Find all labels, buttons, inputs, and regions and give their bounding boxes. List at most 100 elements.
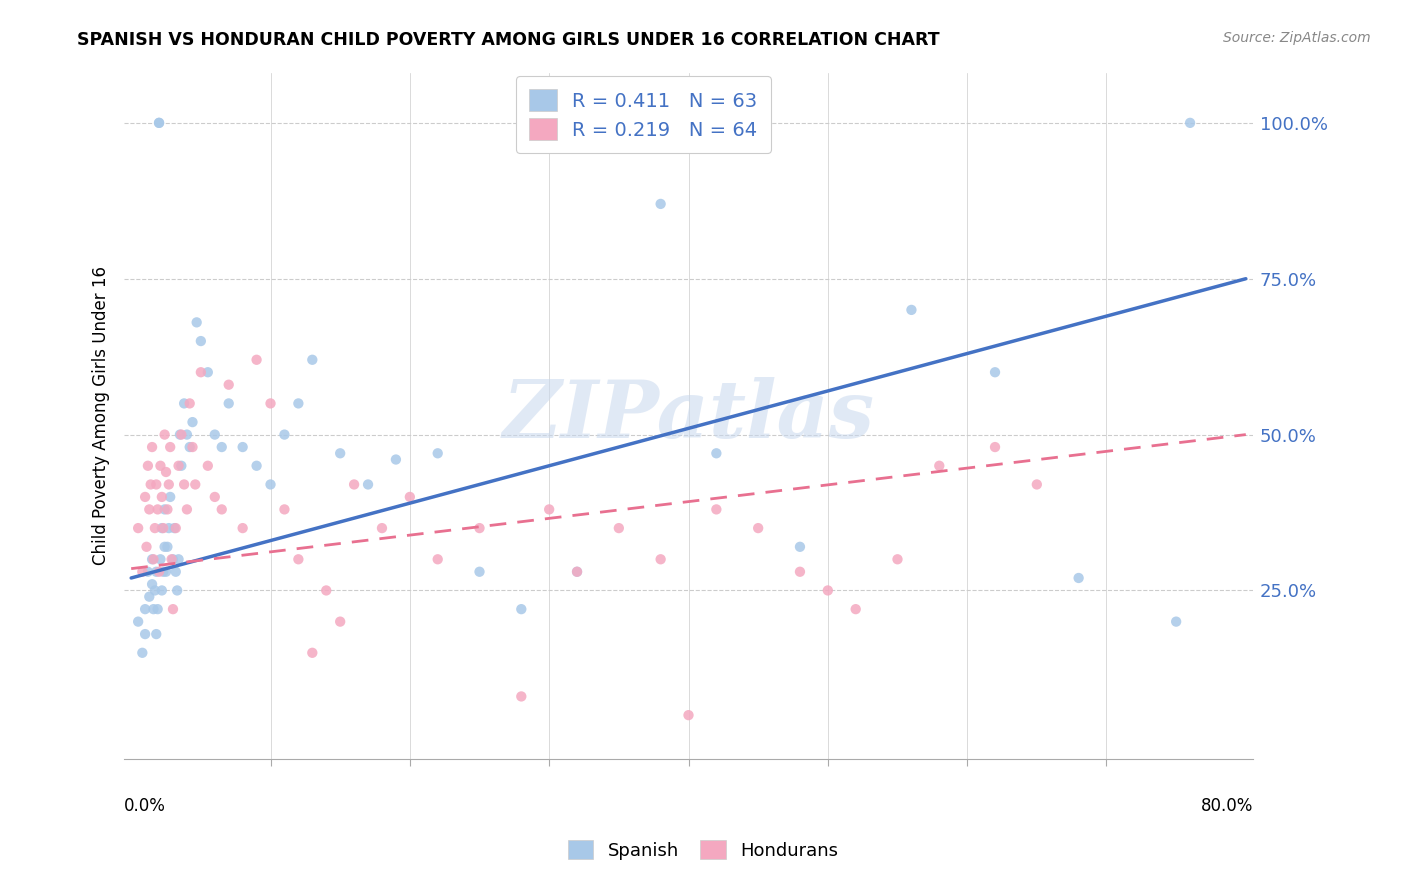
Point — [426, 446, 449, 460]
Point — [138, 590, 160, 604]
Point — [134, 490, 156, 504]
Point — [426, 552, 449, 566]
Point — [141, 440, 163, 454]
Point — [142, 602, 165, 616]
Point — [211, 440, 233, 454]
Point — [259, 396, 281, 410]
Text: SPANISH VS HONDURAN CHILD POVERTY AMONG GIRLS UNDER 16 CORRELATION CHART: SPANISH VS HONDURAN CHILD POVERTY AMONG … — [77, 31, 941, 49]
Point — [510, 690, 533, 704]
Point — [218, 396, 240, 410]
Point — [160, 552, 183, 566]
Point — [155, 565, 177, 579]
Point — [607, 521, 630, 535]
Point — [259, 477, 281, 491]
Point — [150, 490, 173, 504]
Point — [371, 521, 394, 535]
Point — [1025, 477, 1047, 491]
Point — [173, 477, 195, 491]
Point — [190, 334, 212, 348]
Point — [145, 627, 167, 641]
Point — [343, 477, 366, 491]
Point — [176, 427, 198, 442]
Point — [149, 552, 172, 566]
Point — [159, 490, 181, 504]
Point — [245, 458, 267, 473]
Point — [204, 490, 226, 504]
Point — [138, 502, 160, 516]
Point — [136, 458, 159, 473]
Point — [148, 116, 170, 130]
Point — [468, 521, 491, 535]
Point — [1178, 116, 1201, 130]
Point — [984, 440, 1007, 454]
Point — [131, 565, 153, 579]
Point — [538, 502, 561, 516]
Point — [179, 440, 201, 454]
Point — [184, 477, 207, 491]
Point — [143, 583, 166, 598]
Point — [142, 552, 165, 566]
Point — [706, 502, 728, 516]
Point — [301, 646, 323, 660]
Point — [357, 477, 380, 491]
Point — [245, 352, 267, 367]
Point — [197, 458, 219, 473]
Text: 0.0%: 0.0% — [124, 797, 166, 814]
Point — [127, 521, 149, 535]
Point — [156, 540, 179, 554]
Point — [301, 352, 323, 367]
Point — [186, 315, 208, 329]
Point — [218, 377, 240, 392]
Point — [900, 302, 922, 317]
Point — [149, 458, 172, 473]
Point — [146, 602, 169, 616]
Point — [127, 615, 149, 629]
Point — [678, 708, 700, 723]
Point — [789, 565, 811, 579]
Point — [176, 502, 198, 516]
Point — [135, 540, 157, 554]
Point — [1166, 615, 1188, 629]
Point — [706, 446, 728, 460]
Point — [150, 583, 173, 598]
Point — [510, 602, 533, 616]
Point — [145, 565, 167, 579]
Point — [179, 396, 201, 410]
Point — [232, 521, 254, 535]
Point — [789, 540, 811, 554]
Point — [159, 440, 181, 454]
Point — [153, 540, 176, 554]
Point — [747, 521, 769, 535]
Point — [148, 565, 170, 579]
Point — [211, 502, 233, 516]
Point — [181, 440, 204, 454]
Point — [565, 565, 588, 579]
Point — [139, 477, 162, 491]
Point — [162, 552, 184, 566]
Point — [152, 521, 174, 535]
Point — [886, 552, 908, 566]
Point — [190, 365, 212, 379]
Point — [181, 415, 204, 429]
Point — [141, 552, 163, 566]
Text: Source: ZipAtlas.com: Source: ZipAtlas.com — [1223, 31, 1371, 45]
Point — [155, 465, 177, 479]
Point — [167, 552, 190, 566]
Point — [1067, 571, 1090, 585]
Point — [273, 502, 295, 516]
Point — [156, 502, 179, 516]
Point — [170, 427, 193, 442]
Point — [817, 583, 839, 598]
Point — [650, 197, 672, 211]
Point — [152, 565, 174, 579]
Point — [166, 583, 188, 598]
Point — [131, 646, 153, 660]
Point — [165, 565, 187, 579]
Point — [167, 458, 190, 473]
Point — [329, 615, 352, 629]
Point — [157, 521, 180, 535]
Point — [141, 577, 163, 591]
Legend: Spanish, Hondurans: Spanish, Hondurans — [561, 832, 845, 867]
Point — [153, 427, 176, 442]
Point — [232, 440, 254, 454]
